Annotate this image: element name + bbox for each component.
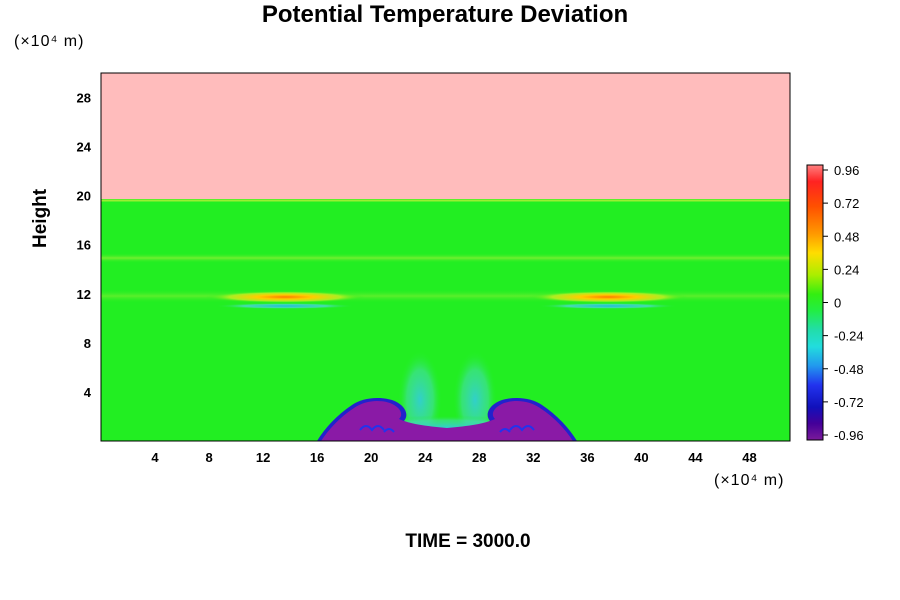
upper-layer-region (101, 73, 790, 199)
colorbar: 0.96 0.72 0.48 0.24 0 -0.24 -0.48 -0.72 -0.96 (806, 163, 864, 443)
chart-title: Potential Temperature Deviation (261, 1, 629, 28)
x-tick-label: 4 (151, 450, 159, 465)
x-tick-label: 48 (742, 450, 756, 465)
x-tick-label: 8 (205, 450, 212, 465)
y-unit-label: (×10⁴ m) (14, 33, 85, 50)
y-tick-label: 16 (77, 238, 91, 253)
y-tick-label: 8 (84, 336, 91, 351)
x-tick-label: 24 (418, 450, 433, 465)
x-tick-label: 16 (310, 450, 324, 465)
x-tick-label: 32 (526, 450, 540, 465)
field (100, 72, 791, 442)
colorbar-tick-label: -0.72 (834, 395, 864, 410)
colorbar-tick-label: 0 (834, 296, 841, 311)
cool-band-left (215, 303, 355, 309)
time-label: TIME = 3000.0 (405, 531, 531, 552)
x-tick-label: 28 (472, 450, 486, 465)
y-tick-label: 12 (77, 287, 91, 302)
x-tick-label: 40 (634, 450, 648, 465)
cold-pool-eddies (359, 425, 535, 433)
y-tick-label: 24 (77, 140, 92, 155)
colorbar-tick-label: 0.48 (834, 229, 859, 244)
y-axis-ticks: 4 8 12 16 20 24 28 (77, 91, 92, 400)
band-15 (101, 253, 790, 263)
warm-lobe-left (205, 291, 365, 303)
cool-band-right (538, 303, 678, 309)
x-tick-label: 12 (256, 450, 270, 465)
colorbar-tick-label: 0.24 (834, 262, 859, 277)
x-unit-label: (×10⁴ m) (714, 472, 785, 489)
colorbar-tick-label: 0.72 (834, 196, 859, 211)
colorbar-tick-label: -0.24 (834, 329, 864, 344)
colorbar-gradient (806, 164, 824, 441)
y-tick-label: 4 (84, 385, 92, 400)
x-tick-label: 44 (688, 450, 703, 465)
y-tick-label: 20 (77, 189, 91, 204)
colorbar-ticks: 0.96 0.72 0.48 0.24 0 -0.24 -0.48 -0.72 -0.96 (823, 163, 864, 443)
colorbar-tick-label: -0.48 (834, 362, 864, 377)
colorbar-tick-label: 0.96 (834, 163, 859, 178)
warm-lobe-right (528, 291, 688, 303)
x-tick-label: 36 (580, 450, 594, 465)
background-region (101, 199, 790, 441)
colorbar-tick-label: -0.96 (834, 428, 864, 443)
x-axis-ticks: 4 8 12 16 20 24 28 32 36 40 44 48 (151, 450, 756, 465)
x-tick-label: 20 (364, 450, 378, 465)
y-tick-label: 28 (77, 91, 91, 106)
plot-frame (100, 72, 791, 442)
